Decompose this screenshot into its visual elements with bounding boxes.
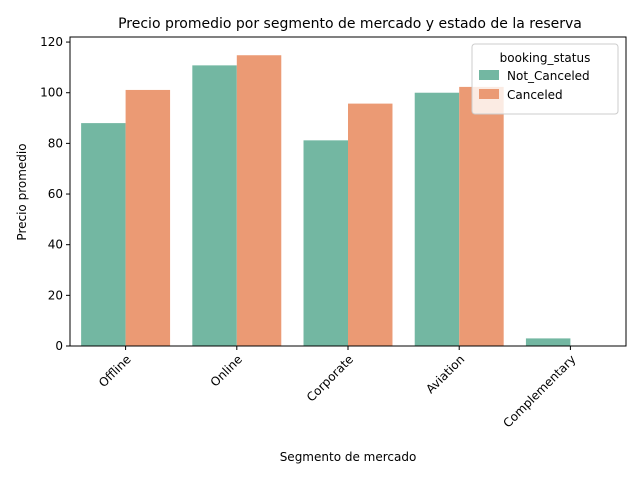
bar-aviation-not-canceled: [414, 92, 460, 346]
legend-title: booking_status: [500, 51, 591, 65]
bar-corporate-canceled: [348, 103, 393, 346]
y-tick-label: 20: [48, 288, 63, 302]
bar-online-not-canceled: [192, 65, 237, 347]
x-tick-label-aviation: Aviation: [423, 352, 467, 396]
y-tick-label: 120: [40, 35, 63, 49]
legend-label-not-canceled: Not_Canceled: [507, 69, 590, 83]
bar-aviation-canceled: [459, 86, 504, 347]
x-tick-label-offline: Offline: [96, 352, 134, 390]
y-tick-label: 0: [55, 339, 63, 353]
legend-frame: [471, 43, 619, 115]
y-tick-label: 100: [40, 86, 63, 100]
bar-complementary-not-canceled: [525, 338, 571, 346]
bar-offline-not-canceled: [81, 123, 126, 346]
y-tick-label: 40: [48, 238, 63, 252]
x-tick-label-corporate: Corporate: [304, 352, 356, 404]
chart-title: Precio promedio por segmento de mercado …: [118, 16, 582, 32]
x-tick-label-online: Online: [208, 352, 245, 389]
legend-swatch-canceled: [479, 89, 499, 99]
y-tick-label: 60: [48, 187, 63, 201]
bar-online-canceled: [236, 55, 282, 347]
legend-label-canceled: Canceled: [507, 88, 563, 102]
bar-corporate-not-canceled: [303, 140, 348, 346]
y-tick-label: 80: [48, 136, 63, 150]
legend-swatch-not-canceled: [479, 70, 499, 80]
y-axis-label: Precio promedio: [15, 143, 29, 240]
bar-offline-canceled: [125, 89, 171, 346]
x-axis-label: Segmento de mercado: [280, 450, 417, 464]
x-tick-label-complementary: Complementary: [500, 352, 578, 430]
legend: booking_status Not_Canceled Canceled: [471, 43, 619, 115]
